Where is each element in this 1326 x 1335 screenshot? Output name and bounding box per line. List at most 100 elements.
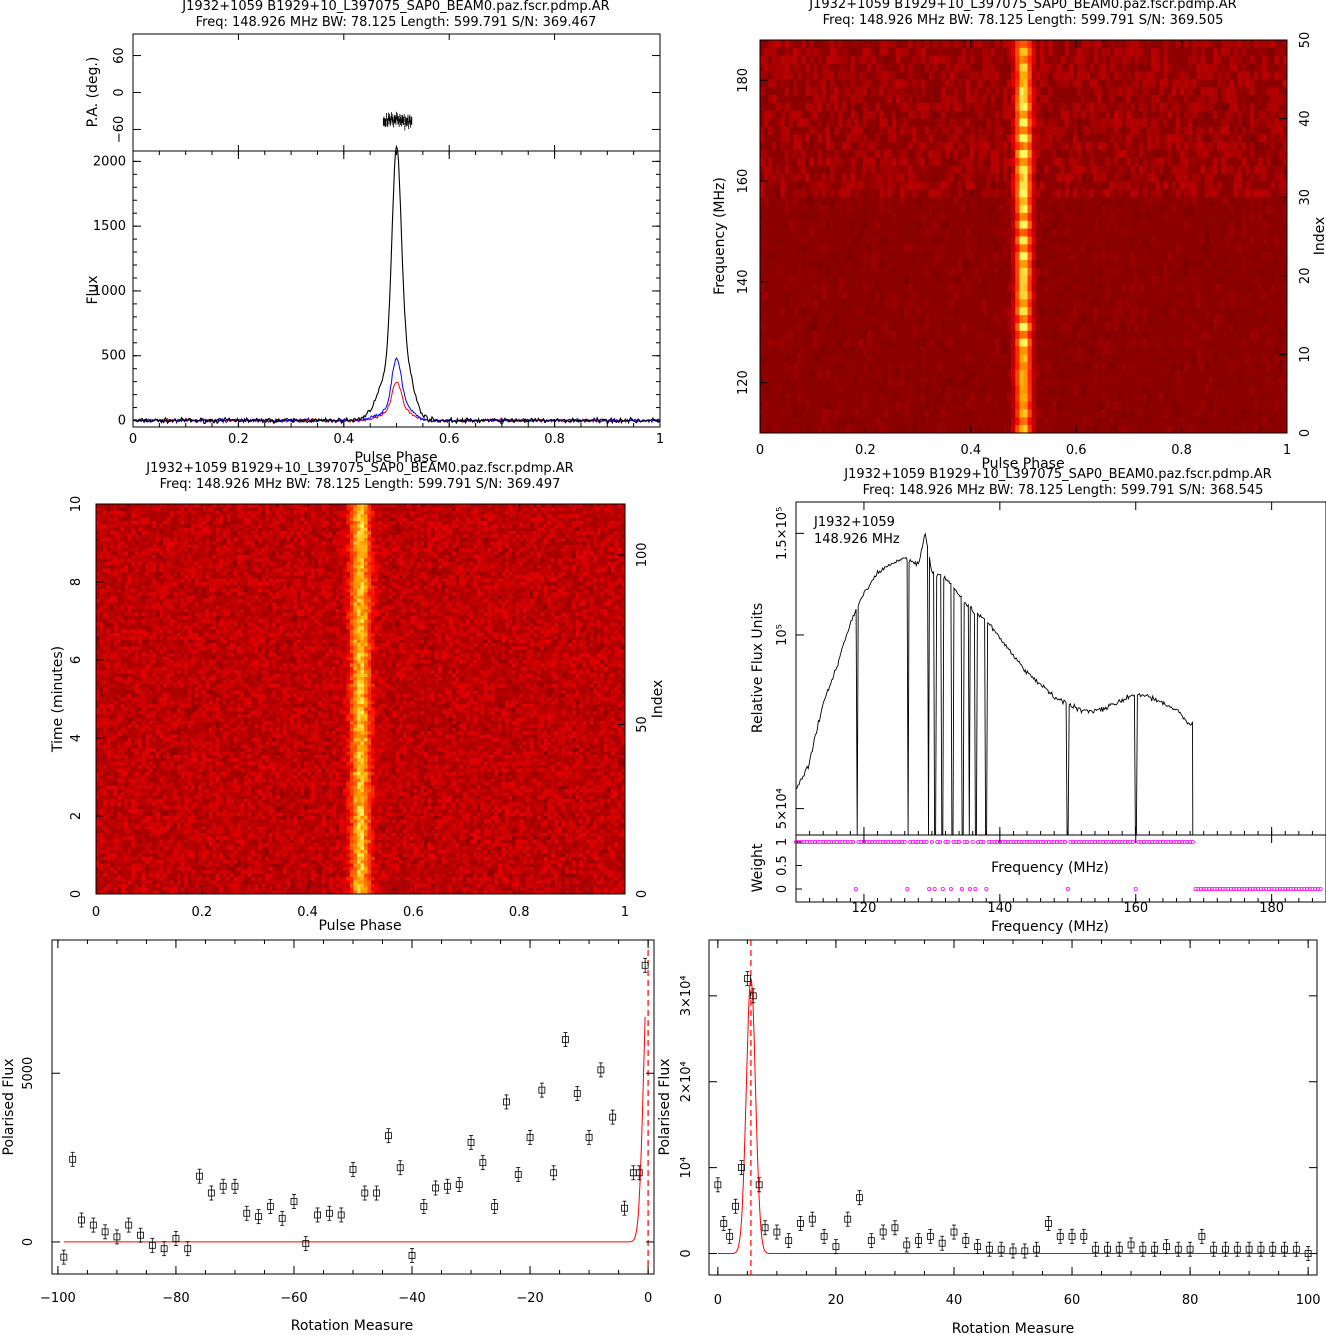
image-cell: [526, 551, 531, 556]
image-cell: [184, 504, 188, 508]
image-cell: [1011, 102, 1016, 112]
image-cell: [797, 47, 802, 57]
image-cell: [254, 534, 259, 539]
image-cell: [1077, 157, 1082, 167]
image-cell: [1151, 102, 1156, 112]
image-cell: [219, 514, 224, 518]
image-cell: [1254, 189, 1259, 198]
image-cell: [932, 47, 938, 57]
image-cell: [895, 55, 901, 64]
image-cell: [357, 504, 361, 508]
image-cell: [817, 47, 822, 57]
image-cell: [941, 228, 946, 237]
image-cell: [961, 291, 967, 300]
image-cell: [388, 534, 393, 539]
image-cell: [431, 524, 435, 528]
image-cell: [1048, 63, 1053, 72]
image-cell: [1175, 142, 1181, 151]
image-cell: [208, 521, 213, 525]
image-cell: [1159, 71, 1164, 80]
image-cell: [1035, 197, 1041, 206]
image-cell: [512, 524, 516, 528]
image-cell: [1237, 165, 1242, 174]
image-cell: [1249, 315, 1255, 324]
image-cell: [1142, 110, 1148, 119]
image-cell: [1068, 346, 1074, 355]
image-cell: [321, 510, 326, 515]
image-cell: [1274, 118, 1279, 127]
image-cell: [1056, 71, 1061, 80]
image-cell: [512, 507, 516, 512]
image-cell: [1044, 71, 1049, 80]
image-cell: [982, 47, 987, 57]
image-cell: [949, 228, 954, 237]
image-cell: [1011, 95, 1016, 104]
image-cell: [957, 323, 962, 332]
image-cell: [614, 524, 619, 528]
image-cell: [1278, 299, 1284, 308]
image-cell: [589, 551, 594, 556]
image-cell: [961, 205, 967, 214]
image-cell: [961, 142, 967, 151]
image-cell: [582, 541, 587, 545]
image-cell: [1130, 220, 1135, 229]
image-cell: [226, 507, 231, 512]
image-cell: [240, 521, 245, 525]
image-cell: [99, 517, 104, 522]
image-cell: [780, 110, 785, 119]
image-cell: [99, 548, 104, 552]
image-cell: [994, 71, 1000, 80]
image-cell: [1011, 110, 1016, 119]
image-cell: [173, 517, 178, 522]
image-cell: [1105, 267, 1111, 277]
image-cell: [1060, 299, 1065, 308]
image-cell: [916, 40, 921, 49]
image-cell: [353, 527, 358, 532]
image-cell: [438, 548, 442, 552]
image-cell: [1241, 189, 1247, 198]
image-cell: [834, 378, 839, 387]
image-cell: [367, 541, 372, 545]
image-cell: [1249, 236, 1255, 245]
image-cell: [1217, 323, 1222, 332]
image-cell: [226, 504, 231, 508]
image-cell: [156, 514, 160, 518]
image-cell: [1278, 63, 1284, 72]
image-cell: [1278, 142, 1284, 151]
image-cell: [1138, 95, 1144, 104]
image-cell: [879, 189, 884, 198]
image-cell: [177, 510, 181, 515]
image-cell: [1212, 228, 1218, 237]
image-cell: [961, 110, 967, 119]
image-cell: [1007, 291, 1012, 300]
image-cell: [1204, 142, 1210, 151]
image-cell: [1192, 307, 1197, 316]
image-cell: [469, 551, 474, 556]
image-cell: [1118, 401, 1123, 410]
image-cell: [974, 79, 979, 88]
image-cell: [871, 87, 876, 96]
image-cell: [1180, 150, 1185, 159]
image-cell: [614, 551, 619, 556]
image-cell: [916, 299, 921, 308]
image-cell: [170, 541, 174, 545]
image-cell: [957, 102, 962, 112]
image-cell: [895, 110, 901, 119]
image-cell: [205, 541, 210, 545]
image-cell: [1188, 79, 1193, 88]
image-cell: [1085, 47, 1090, 57]
image-cell: [813, 173, 818, 182]
image-cell: [1101, 134, 1107, 143]
image-cell: [1089, 385, 1094, 394]
image-cell: [801, 157, 806, 167]
tick-label: 30: [1298, 189, 1313, 206]
image-cell: [462, 534, 467, 539]
image-cell: [187, 544, 192, 549]
image-cell: [846, 102, 851, 112]
image-cell: [138, 531, 143, 535]
image-cell: [1241, 71, 1247, 80]
image-cell: [945, 181, 950, 190]
image-cell: [413, 534, 418, 539]
tick-label: 140: [736, 269, 751, 294]
image-cell: [937, 393, 942, 402]
